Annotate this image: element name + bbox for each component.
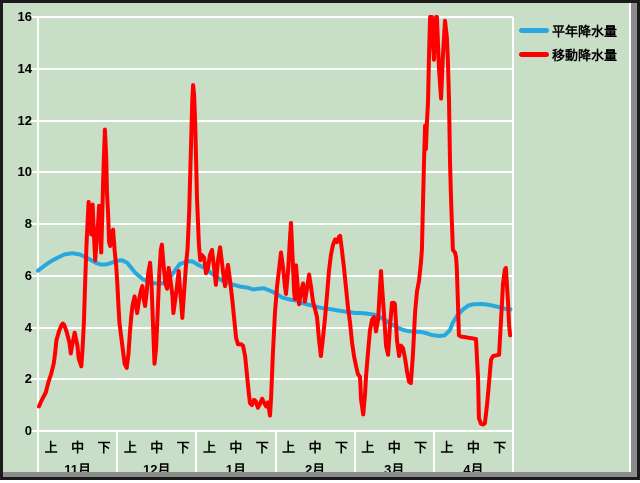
x-period-label: 上: [282, 440, 296, 455]
x-period-label: 下: [334, 440, 348, 455]
month-separator: [274, 431, 277, 475]
gridline-h: [37, 171, 513, 174]
x-period-label: 中: [308, 440, 322, 455]
x-period-label: 中: [387, 440, 401, 455]
x-period-label: 下: [414, 440, 428, 455]
plot-border-left: [37, 17, 39, 432]
series-lines: [36, 15, 513, 427]
gridline-h: [37, 16, 513, 18]
y-axis-label: 14: [17, 60, 32, 76]
y-axis-label: 8: [24, 216, 32, 231]
y-tick: [31, 430, 38, 432]
month-separator: [432, 431, 435, 475]
y-axis-label: 12: [17, 112, 32, 128]
gridline-h: [37, 326, 513, 329]
month-separator: [37, 431, 39, 475]
y-axis-label: 10: [17, 164, 32, 180]
y-axis-label: 6: [24, 267, 32, 283]
series-line-moving: [37, 15, 513, 427]
gridline-h: [37, 67, 513, 70]
x-period-label: 下: [97, 440, 111, 455]
x-period-label: 上: [361, 440, 375, 455]
x-period-label: 下: [176, 440, 190, 455]
y-axis-label: 16: [17, 9, 32, 24]
x-period-label: 中: [466, 440, 480, 455]
y-tick: [31, 67, 38, 70]
month-separator: [195, 431, 198, 475]
frame-right-bevel: [629, 3, 637, 477]
x-period-label: 下: [493, 440, 507, 455]
x-period-label: 上: [203, 440, 217, 455]
x-period-label: 上: [44, 440, 58, 455]
x-period-label: 中: [150, 440, 164, 455]
frame-bottom-bevel: [3, 472, 631, 477]
x-period-label: 中: [229, 440, 243, 455]
x-period-label: 上: [123, 440, 137, 455]
series-line-normal: [36, 251, 513, 338]
legend-line-sample: [519, 28, 549, 33]
legend-entry: 平年降水量: [519, 21, 617, 40]
y-tick: [31, 223, 38, 225]
y-axis-label: 2: [24, 371, 32, 387]
gridline-h: [37, 119, 513, 122]
gridline-h: [37, 378, 513, 381]
gridline-h: [37, 274, 513, 277]
y-tick: [31, 378, 38, 381]
x-period-label: 上: [440, 440, 454, 455]
plot-border-right: [512, 17, 514, 475]
y-tick: [31, 274, 38, 277]
month-separator: [116, 431, 119, 475]
x-period-label: 下: [255, 440, 269, 455]
y-axis-label: 0: [24, 423, 32, 438]
x-period-label: 中: [71, 440, 85, 455]
legend-label: 移動降水量: [552, 48, 618, 63]
y-tick: [31, 119, 38, 122]
legend: 平年降水量移動降水量: [519, 21, 639, 69]
legend-entry: 移動降水量: [519, 45, 617, 64]
y-tick: [31, 171, 38, 174]
gridline-h: [37, 223, 513, 225]
legend-line-sample: [519, 52, 549, 57]
y-axis-label: 4: [24, 319, 32, 335]
legend-label: 平年降水量: [552, 24, 618, 39]
y-tick: [31, 16, 38, 18]
y-tick: [31, 326, 38, 329]
month-separator: [353, 431, 356, 475]
